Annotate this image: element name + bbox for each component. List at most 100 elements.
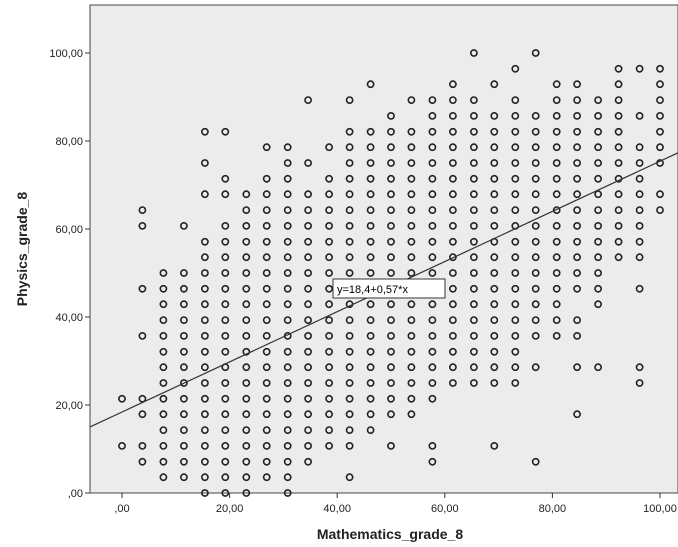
y-axis-title: Physics_grade_8 [14,192,30,307]
data-point [200,300,209,309]
data-point [304,379,312,387]
data-point [366,379,375,387]
data-point [573,221,581,230]
data-point [366,347,375,356]
data-point [656,143,664,152]
data-point [262,221,271,230]
data-point [635,363,644,372]
data-point [283,253,292,262]
data-point [138,441,147,450]
data-point [387,253,395,262]
data-point [325,316,333,324]
data-point [221,316,230,324]
data-point [407,394,416,403]
data-point [242,426,251,434]
data-point [531,284,540,293]
data-point [304,300,312,309]
data-point [159,473,168,482]
data-point [138,410,147,419]
data-point [490,159,499,167]
data-point [159,441,168,450]
data-point [325,190,333,199]
data-point [448,96,457,104]
data-point [511,331,520,340]
data-point [325,221,333,230]
data-point [490,269,499,277]
data-point [614,64,623,73]
data-point [614,80,623,89]
fit-line-label-box [332,278,446,299]
data-point [138,284,147,293]
data-point [242,284,251,293]
data-point [428,253,437,262]
data-point [469,221,478,230]
data-point [242,300,251,309]
data-point [221,174,230,183]
data-point [635,174,644,183]
data-point [531,457,540,466]
data-point [325,269,333,277]
data-point [366,190,375,199]
data-point [325,237,333,246]
data-point [511,379,520,387]
data-point [221,426,230,434]
data-point [511,253,520,262]
data-point [448,237,457,246]
data-point [242,269,251,277]
data-point [387,316,395,324]
data-point [511,237,520,246]
data-point [325,379,333,387]
data-point [159,316,168,324]
data-point [283,221,292,230]
data-point [200,489,209,497]
data-point [242,206,251,214]
data-point [179,284,188,293]
plot-area [89,4,678,494]
data-point [345,410,354,419]
data-point [221,457,230,466]
data-point [594,96,602,104]
data-point [407,237,416,246]
data-point [179,473,188,482]
data-point [469,159,478,167]
data-point [283,489,292,497]
data-point [304,410,312,419]
data-point [614,159,623,167]
data-point [325,331,333,340]
data-point [304,363,312,372]
data-point [469,190,478,199]
data-point [200,253,209,262]
data-point [345,96,354,104]
data-point [552,331,561,340]
data-point [262,206,271,214]
data-point [490,190,499,199]
data-point [138,457,147,466]
data-point [531,300,540,309]
data-point [159,394,168,403]
data-point [345,206,354,214]
data-point [262,316,271,324]
data-point [428,331,437,340]
data-point [242,190,251,199]
data-point [407,316,416,324]
data-point [448,190,457,199]
data-point [387,347,395,356]
data-point [304,221,312,230]
data-point [221,190,230,199]
data-point [573,127,581,136]
data-point [366,253,375,262]
data-point [594,159,602,167]
data-point [325,363,333,372]
x-tick-label: 60,00 [431,503,459,515]
data-point [221,237,230,246]
data-point [428,347,437,356]
data-point [573,143,581,152]
data-point [159,426,168,434]
data-point [490,221,499,230]
data-point [283,426,292,434]
x-tick-label: 80,00 [539,503,567,515]
data-point [635,284,644,293]
data-point [490,300,499,309]
data-point [118,394,126,403]
data-point [614,237,623,246]
